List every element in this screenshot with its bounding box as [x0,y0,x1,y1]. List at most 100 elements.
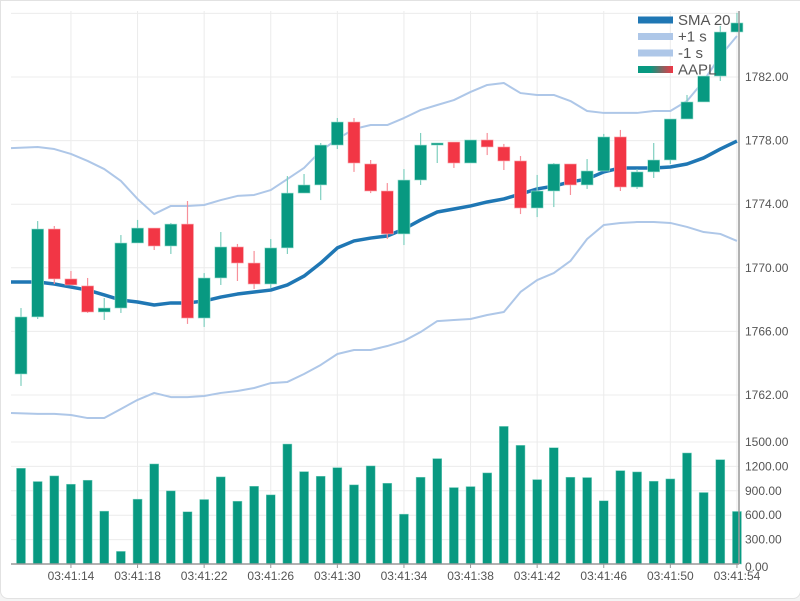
legend-swatch [638,33,673,40]
candle-body [131,227,144,244]
candle [464,139,477,164]
time-tick-label: 03:41:50 [647,569,694,583]
upper-band-line [10,35,738,216]
candle [730,12,744,33]
volume-bar [132,498,143,565]
volume-bar [282,443,293,565]
candle-body [697,75,710,103]
volume-bar [565,476,576,565]
volume-bar [166,490,176,565]
volume-bar [482,472,492,565]
volume-bar [365,465,376,565]
candle [680,94,694,120]
volume-bar [99,510,109,565]
candle-body [331,121,344,146]
candle [697,75,710,103]
candle-body [547,163,561,192]
candle-body [47,228,61,280]
volume-bar [49,475,60,565]
time-tick-label: 03:41:46 [580,569,627,583]
volume-bar [715,459,726,565]
candle-body [497,146,511,162]
candle [597,133,611,172]
volume-tick-label: 300.00 [745,533,782,547]
candle-body [480,139,494,148]
candle [430,142,444,164]
candle-body [97,307,111,313]
candle-body [380,190,394,235]
candle-body [564,163,577,186]
candle-body [147,227,161,247]
candle-body [181,223,194,319]
candle [664,118,677,164]
time-tick-label: 03:41:30 [314,569,361,583]
volume-bar [266,494,276,565]
candle-body [164,223,178,247]
volume-bar [515,445,526,565]
candle-body [364,163,377,192]
candle-body [231,246,244,264]
candle [630,169,644,189]
volume-bar [82,479,93,565]
time-tick-label: 03:41:54 [714,569,761,583]
candle-body [597,136,611,172]
legend-swatch [638,66,673,73]
time-tick-label: 03:41:34 [381,569,428,583]
candle [347,118,361,172]
candle-body [580,170,594,186]
candle [497,143,511,171]
candle [81,277,94,313]
candle [314,142,328,201]
price-tick-label: 1778.00 [745,134,789,148]
volume-bar [465,486,476,565]
legend-swatch [638,16,673,24]
volume-bar [315,475,326,565]
candle [64,270,78,286]
candle-body [197,277,211,319]
volume-bar [299,471,309,565]
candle [14,308,28,386]
candle [131,219,144,244]
bollinger-bands [10,35,738,420]
candle [547,163,561,208]
candle [414,132,427,185]
candle-body [314,144,328,186]
candle [114,235,128,313]
candle [397,169,411,246]
candle [514,156,527,215]
price-tick-label: 1762.00 [745,388,789,402]
candle-body [530,190,544,209]
volume-bars [16,426,742,565]
candle-body [464,139,477,164]
volume-tick-label: 0.00 [745,560,769,574]
volume-bar [149,463,159,565]
candle-body [414,144,427,181]
candle-body [397,179,411,235]
candle-body [713,31,727,77]
candle-body [214,246,228,279]
candle [231,243,244,281]
volume-bar [232,500,243,565]
volume-bar [682,452,692,565]
volume-bar [648,480,659,565]
candle-body [64,278,78,286]
candle [647,142,661,178]
candle [380,183,394,240]
candle [164,222,178,254]
candle [530,174,544,218]
candles [14,12,744,386]
time-tick-label: 03:41:38 [447,569,494,583]
volume-bar [382,482,393,565]
volume-bar [632,471,642,565]
legend-swatch [638,49,673,57]
volume-bar [66,483,76,565]
volume-bar [249,485,259,565]
candle-body [614,136,627,188]
volume-bar [532,479,542,565]
candle [264,239,278,288]
volume-bar [449,487,459,565]
volume-bar [16,468,26,565]
time-tick-label: 03:41:22 [181,569,228,583]
legend-item: -1 s [638,45,703,62]
